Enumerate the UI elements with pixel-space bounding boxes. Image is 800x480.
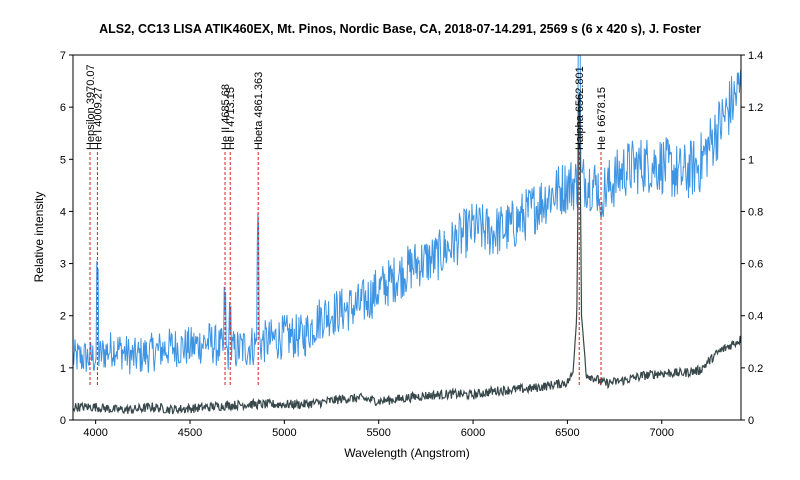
y-tick-label-left: 1 (60, 363, 66, 375)
x-tick-label: 7000 (650, 427, 674, 439)
y-tick-label-left: 7 (60, 50, 66, 62)
line-marker-label: Hbeta 4861.363 (253, 72, 265, 150)
x-tick-label: 4000 (83, 427, 107, 439)
y-tick-label-left: 3 (60, 259, 66, 271)
plot-frame (72, 54, 742, 421)
y-tick-label-right: 1.2 (748, 102, 763, 114)
x-tick-label: 6000 (461, 427, 485, 439)
x-axis-label: Wavelength (Angstrom) (344, 446, 470, 460)
line-marker-label: He I 6678.15 (596, 87, 608, 150)
series-line-dark (73, 92, 741, 415)
y-tick-label-right: 0.2 (748, 363, 763, 375)
x-tick-label: 6500 (555, 427, 579, 439)
y-tick-label-left: 4 (60, 206, 66, 218)
x-tick-label: 4500 (178, 427, 202, 439)
line-marker-label: Hepsilon 3970.07 (85, 64, 97, 150)
line-marker-label: He II 4685.68 (220, 84, 232, 150)
y-tick-label-right: 1 (748, 154, 754, 166)
chart-title: ALS2, CC13 LISA ATIK460EX, Mt. Pinos, No… (99, 22, 701, 36)
y-tick-label-left: 5 (60, 154, 66, 166)
y-tick-label-right: 0 (748, 415, 754, 427)
line-marker-label: Halpha 6562.801 (574, 66, 586, 150)
y-tick-label-left: 6 (60, 102, 66, 114)
axes-layer: 4000 4500 5000 5500 6000 6500 7000 0 1 2 3 4 5 6 7 0 0.2… (60, 50, 763, 439)
y-tick-label-right: 0.8 (748, 206, 763, 218)
x-tick-label: 5500 (366, 427, 390, 439)
y-axis-label: Relative intensity (32, 192, 46, 283)
series-layer (73, 55, 741, 415)
y-tick-label-left: 0 (60, 415, 66, 427)
y-tick-label-right: 1.4 (748, 50, 763, 62)
y-tick-label-right: 0.6 (748, 259, 763, 271)
series-line-blue (73, 55, 741, 375)
line-marker-label: He I 4009.27 (92, 87, 104, 150)
line-marker-label: He I 4713.15 (225, 87, 237, 150)
y-tick-label-right: 0.4 (748, 311, 763, 323)
y-tick-label-left: 2 (60, 311, 66, 323)
x-tick-label: 5000 (272, 427, 296, 439)
